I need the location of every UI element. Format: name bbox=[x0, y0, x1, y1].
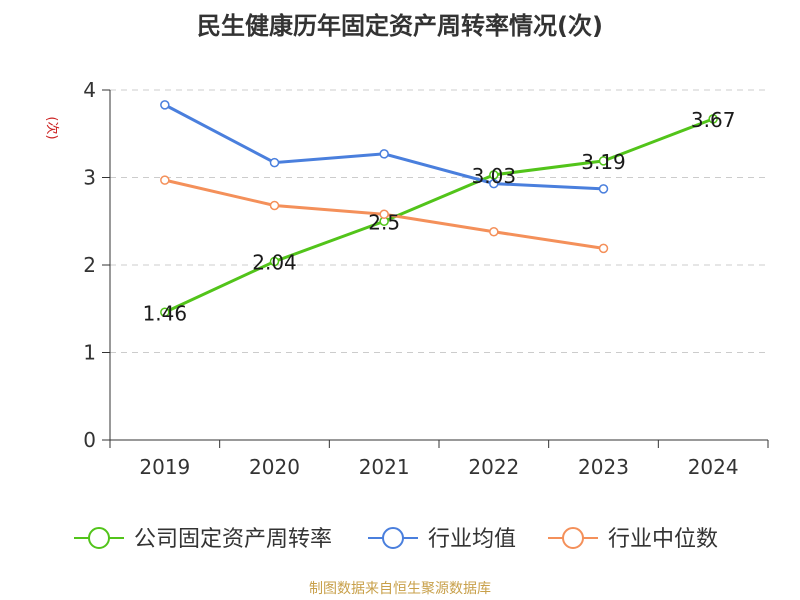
data-label: 1.46 bbox=[143, 301, 188, 325]
x-tick-label: 2021 bbox=[359, 455, 410, 479]
data-point bbox=[598, 156, 609, 166]
legend: 公司固定资产周转率 行业均值 行业中位数 bbox=[74, 527, 718, 552]
x-tick-label: 2019 bbox=[139, 455, 190, 479]
y-tick-label: 0 bbox=[83, 428, 96, 452]
chart-title: 民生健康历年固定资产周转率情况(次) bbox=[197, 12, 603, 40]
legend-marker bbox=[562, 527, 584, 549]
data-point bbox=[160, 175, 170, 185]
x-tick-label: 2020 bbox=[249, 455, 300, 479]
legend-label: 行业中位数 bbox=[608, 527, 718, 552]
data-label: 2.04 bbox=[252, 251, 297, 275]
data-label: 3.03 bbox=[472, 164, 517, 188]
data-point bbox=[489, 178, 499, 189]
data-point bbox=[269, 157, 280, 168]
data-label: 3.67 bbox=[691, 108, 736, 132]
data-point bbox=[379, 149, 389, 159]
legend-label: 公司固定资产周转率 bbox=[134, 527, 332, 552]
y-tick-label: 2 bbox=[83, 253, 96, 277]
legend-marker bbox=[382, 527, 404, 549]
data-label: 3.19 bbox=[581, 150, 626, 174]
data-point bbox=[708, 114, 718, 124]
y-tick-label: 1 bbox=[83, 341, 96, 365]
data-point bbox=[269, 256, 280, 267]
data-point bbox=[160, 100, 170, 110]
x-tick-label: 2024 bbox=[688, 455, 739, 479]
legend-label: 行业均值 bbox=[428, 527, 516, 552]
data-labels: 1.46 2.04 2.5 3.03 3.19 3.67 bbox=[143, 108, 736, 325]
data-point bbox=[598, 243, 609, 254]
data-point bbox=[269, 200, 280, 211]
legend-marker bbox=[88, 527, 110, 549]
axes: 0 1 2 3 4 (次) 2019 2020 2021 2022 2023 2024 bbox=[44, 78, 769, 479]
series-line-1 bbox=[164, 103, 604, 191]
data-point bbox=[379, 209, 389, 219]
y-tick-label: 4 bbox=[83, 78, 96, 102]
data-point bbox=[489, 227, 499, 237]
series-line-0 bbox=[164, 117, 714, 314]
y-axis-label: (次) bbox=[44, 116, 60, 139]
data-point bbox=[160, 307, 170, 317]
data-point bbox=[598, 184, 609, 194]
y-tick-label: 3 bbox=[83, 166, 96, 190]
data-label: 2.5 bbox=[368, 210, 400, 234]
x-tick-label: 2022 bbox=[468, 455, 519, 479]
source-note: 制图数据来自恒生聚源数据库 bbox=[309, 581, 491, 597]
series bbox=[160, 100, 718, 317]
x-tick-label: 2023 bbox=[578, 455, 629, 479]
